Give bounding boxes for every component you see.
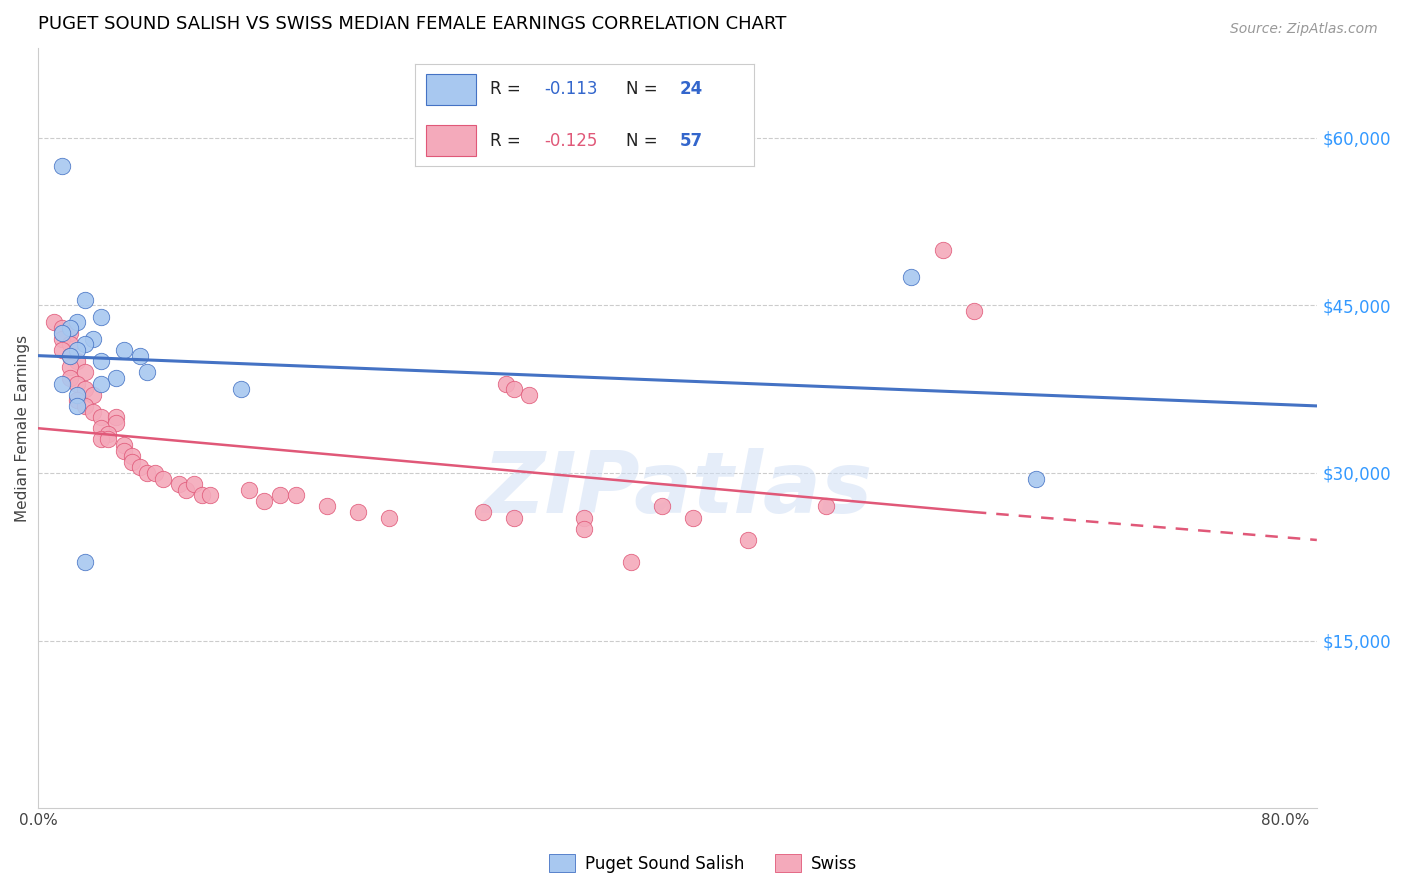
Point <box>198 488 221 502</box>
Point <box>75 399 97 413</box>
Point <box>238 483 260 497</box>
Point <box>105 416 128 430</box>
Point <box>58 320 80 334</box>
Point <box>143 466 166 480</box>
Point <box>572 522 595 536</box>
Point <box>378 510 401 524</box>
Point <box>75 555 97 569</box>
Point <box>128 460 150 475</box>
Point <box>176 483 198 497</box>
Point <box>931 243 953 257</box>
Point <box>963 304 986 318</box>
Point <box>66 354 89 368</box>
Point <box>75 293 97 307</box>
Point <box>58 326 80 341</box>
Point <box>90 354 112 368</box>
Point <box>519 388 541 402</box>
Point <box>66 399 89 413</box>
Point <box>51 159 73 173</box>
Y-axis label: Median Female Earnings: Median Female Earnings <box>15 334 30 522</box>
Point <box>90 310 112 324</box>
Point <box>315 500 337 514</box>
Point <box>97 426 120 441</box>
Point <box>42 315 65 329</box>
Point <box>128 349 150 363</box>
Point <box>58 371 80 385</box>
Point <box>121 449 143 463</box>
Point <box>136 365 159 379</box>
Legend: Puget Sound Salish, Swiss: Puget Sound Salish, Swiss <box>541 847 865 880</box>
Point <box>58 349 80 363</box>
Point <box>347 505 370 519</box>
Point <box>75 365 97 379</box>
Text: Source: ZipAtlas.com: Source: ZipAtlas.com <box>1230 22 1378 37</box>
Point <box>90 433 112 447</box>
Point <box>105 410 128 425</box>
Point <box>495 376 517 391</box>
Point <box>51 376 73 391</box>
Point <box>105 371 128 385</box>
Point <box>90 421 112 435</box>
Point <box>58 359 80 374</box>
Point <box>112 443 135 458</box>
Text: ZIPatlas: ZIPatlas <box>482 448 873 531</box>
Point <box>82 404 104 418</box>
Point <box>97 433 120 447</box>
Point <box>82 388 104 402</box>
Point <box>651 500 673 514</box>
Point <box>900 270 922 285</box>
Point <box>51 320 73 334</box>
Point <box>66 315 89 329</box>
Point <box>737 533 759 547</box>
Point <box>90 376 112 391</box>
Point <box>66 376 89 391</box>
Point <box>191 488 214 502</box>
Point <box>66 388 89 402</box>
Point <box>51 326 73 341</box>
Point <box>167 477 190 491</box>
Point <box>682 510 704 524</box>
Point <box>269 488 291 502</box>
Point <box>112 438 135 452</box>
Point <box>82 332 104 346</box>
Point <box>75 382 97 396</box>
Text: PUGET SOUND SALISH VS SWISS MEDIAN FEMALE EARNINGS CORRELATION CHART: PUGET SOUND SALISH VS SWISS MEDIAN FEMAL… <box>38 15 787 33</box>
Point <box>75 337 97 351</box>
Point <box>66 343 89 357</box>
Point <box>51 332 73 346</box>
Point <box>229 382 252 396</box>
Point <box>183 477 205 491</box>
Point <box>58 349 80 363</box>
Point <box>51 343 73 357</box>
Point <box>1025 471 1047 485</box>
Point <box>66 393 89 408</box>
Point <box>58 337 80 351</box>
Point <box>253 494 276 508</box>
Point <box>152 471 174 485</box>
Point <box>814 500 837 514</box>
Point <box>121 455 143 469</box>
Point <box>620 555 643 569</box>
Point <box>502 510 524 524</box>
Point <box>136 466 159 480</box>
Point <box>471 505 494 519</box>
Point <box>284 488 307 502</box>
Point <box>90 410 112 425</box>
Point <box>572 510 595 524</box>
Point <box>112 343 135 357</box>
Point <box>502 382 524 396</box>
